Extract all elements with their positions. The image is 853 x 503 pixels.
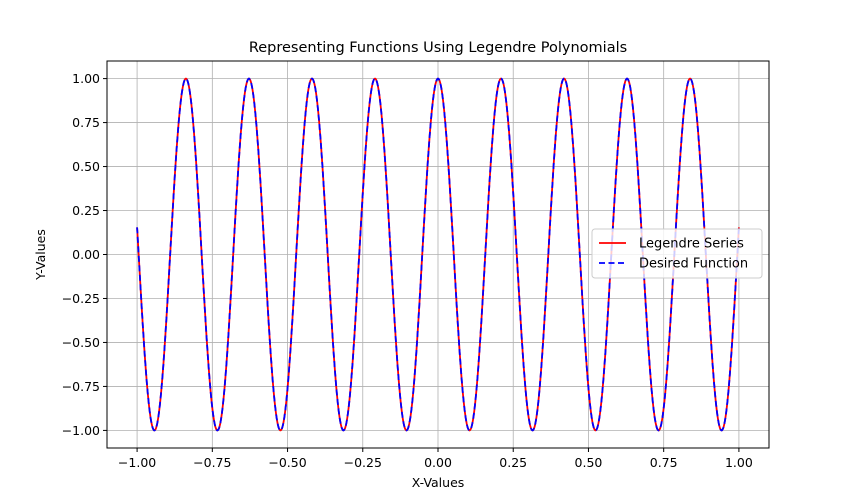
y-tick-label: −0.50 (62, 335, 100, 350)
y-tick-label: 1.00 (72, 71, 100, 86)
x-tick-label: 0.75 (650, 455, 678, 470)
x-tick-label: 1.00 (725, 455, 753, 470)
x-axis-label: X-Values (412, 475, 465, 490)
plot-series (136, 77, 740, 432)
legend: Legendre Series Desired Function (591, 228, 763, 279)
y-tick-label: −0.25 (62, 291, 100, 306)
x-tick-label: 0.25 (499, 455, 527, 470)
chart-title: Representing Functions Using Legendre Po… (249, 40, 627, 56)
series-line-desired-function (136, 77, 740, 432)
legend-label-desired-function: Desired Function (639, 257, 748, 272)
y-tick-label: 0.50 (72, 159, 100, 174)
y-axis-label: Y-Values (33, 229, 48, 281)
y-tick-label: 0.00 (72, 247, 100, 262)
x-tick-label: −0.25 (344, 455, 382, 470)
axis-ticks: −1.00 −0.75 −0.50 −0.25 0.00 0.25 0.50 0.75 1.00… (62, 71, 753, 470)
y-tick-label: 0.75 (72, 115, 100, 130)
x-tick-label: −0.50 (268, 455, 306, 470)
y-tick-label: 0.25 (72, 203, 100, 218)
x-tick-label: −1.00 (118, 455, 156, 470)
x-tick-label: 0.00 (424, 455, 452, 470)
x-tick-label: −0.75 (193, 455, 231, 470)
legend-label-legendre-series: Legendre Series (639, 237, 744, 252)
y-tick-label: −1.00 (62, 423, 100, 438)
x-tick-label: 0.50 (575, 455, 603, 470)
legend-box (591, 228, 763, 279)
y-tick-label: −0.75 (62, 379, 100, 394)
